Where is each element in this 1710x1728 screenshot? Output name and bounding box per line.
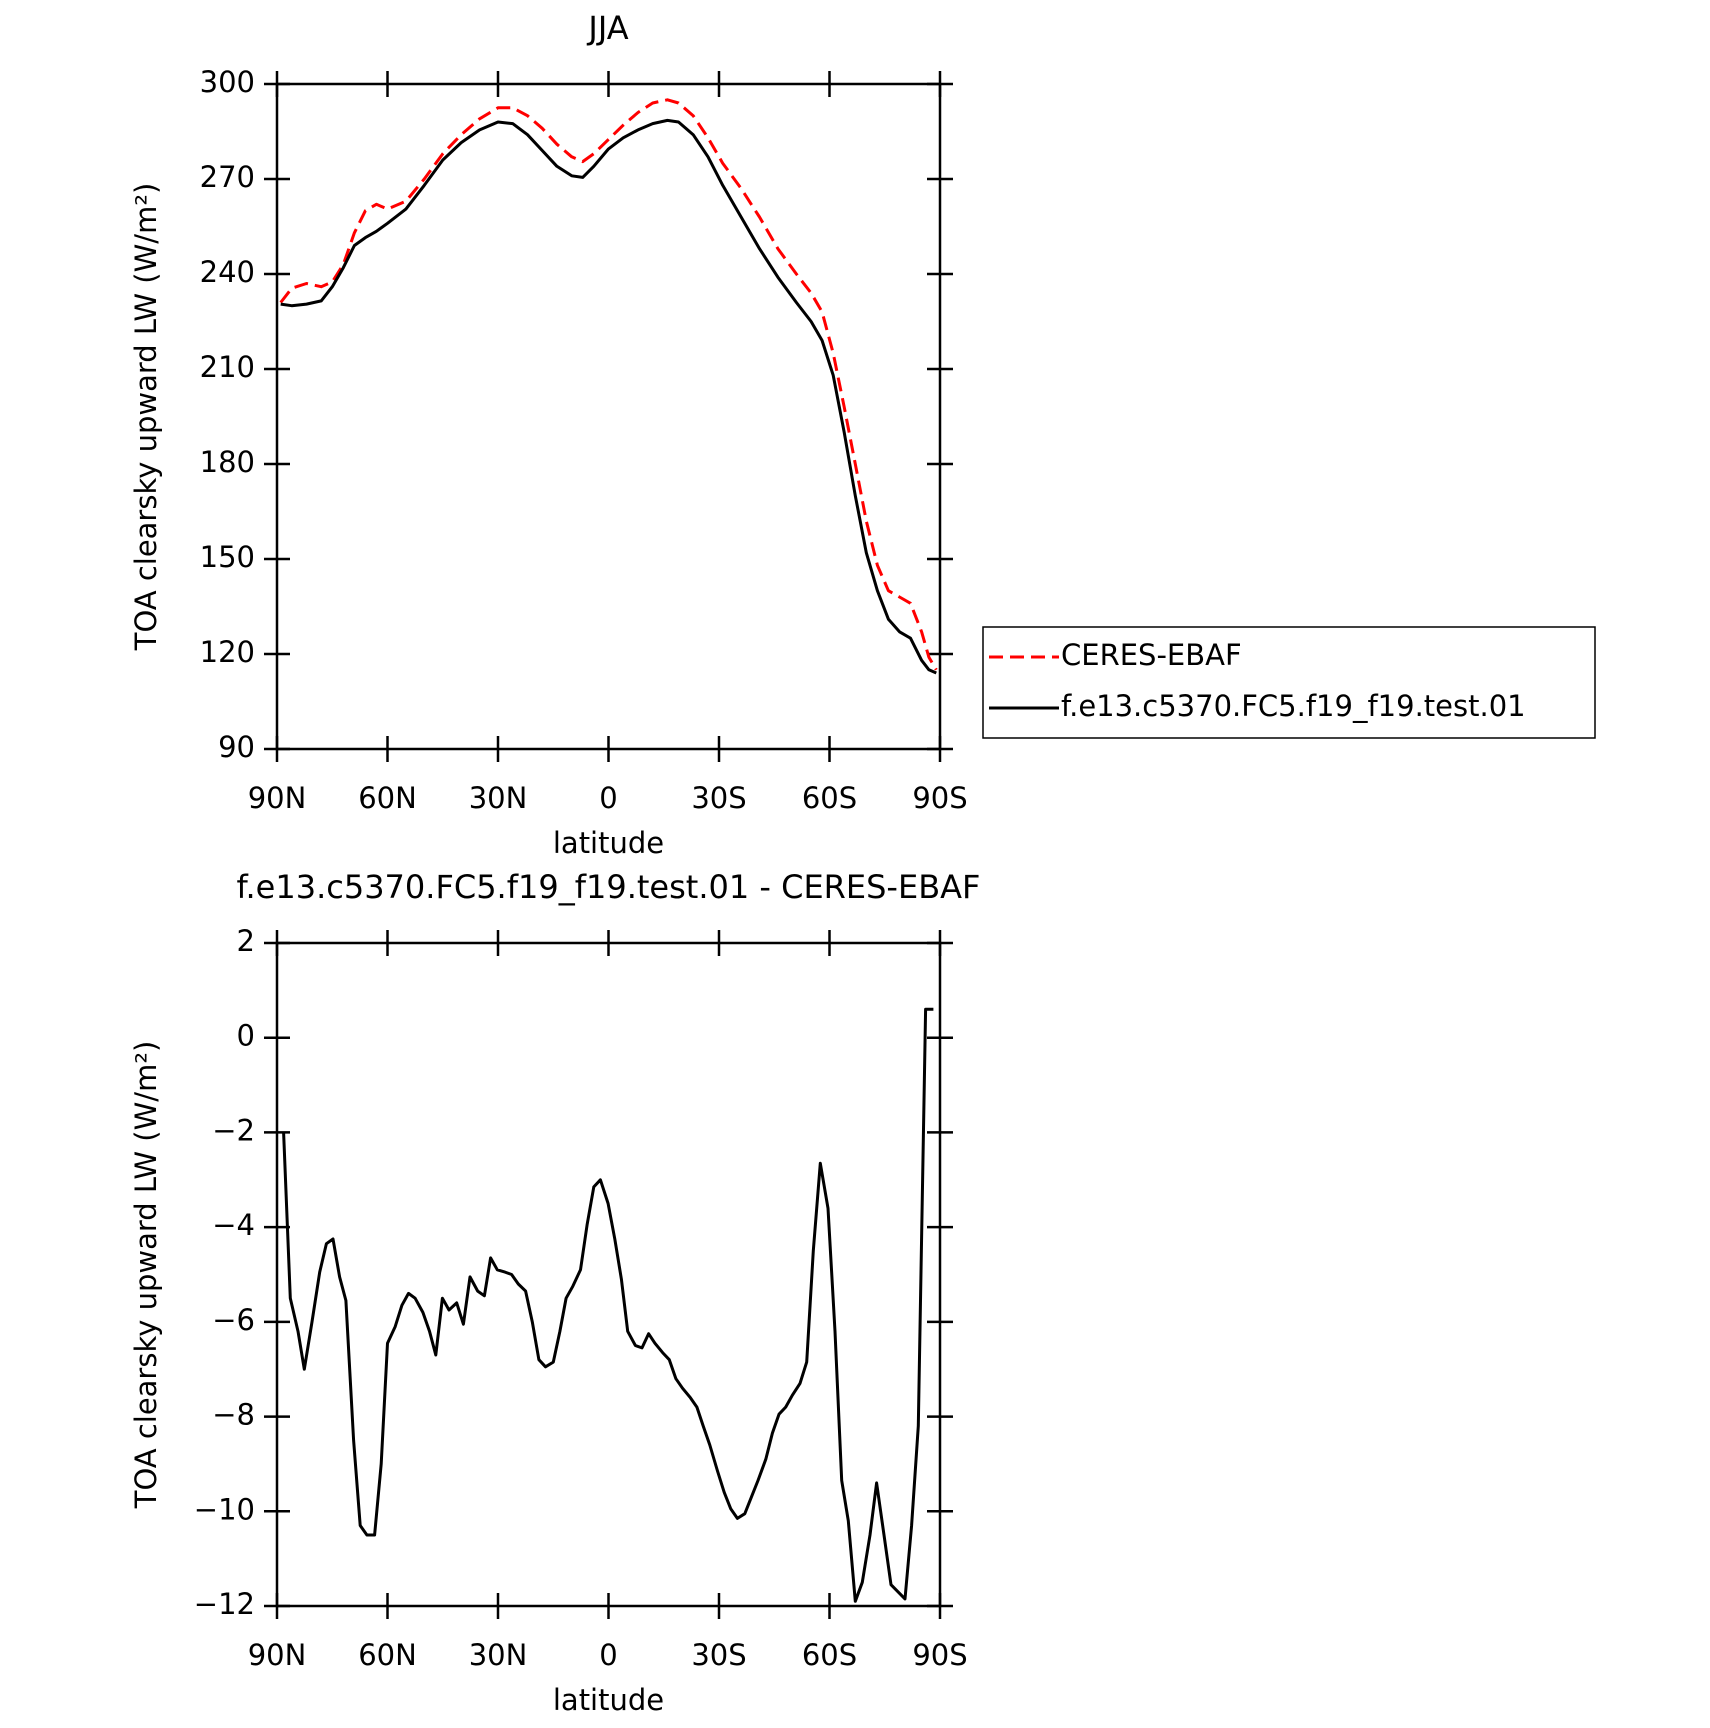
y-tick-label: 240 [200,255,255,289]
x-tick-label: 0 [599,1638,617,1672]
x-tick-label: 30S [691,1638,746,1672]
data-line [279,98,938,671]
y-tick-label: 90 [218,730,255,764]
y-tick-label: −2 [212,1113,255,1147]
x-tick-label: 60S [802,781,857,815]
x-tick-label: 90S [912,781,967,815]
y-tick-label: 0 [237,1019,255,1053]
x-tick-label: 30N [469,781,528,815]
x-tick-label: 60N [358,781,417,815]
x-axis-label: latitude [553,1683,664,1717]
x-tick-label: 90N [248,781,307,815]
data-line [282,1007,934,1603]
y-tick-label: −4 [212,1208,255,1242]
x-tick-label: 0 [599,781,617,815]
x-tick-label: 60S [802,1638,857,1672]
y-tick-label: 2 [237,924,255,958]
x-tick-label: 90S [912,1638,967,1672]
x-tick-label: 60N [358,1638,417,1672]
y-tick-label: 150 [200,540,255,574]
x-axis-label: latitude [553,826,664,860]
x-tick-label: 30N [469,1638,528,1672]
x-tick-label: 30S [691,781,746,815]
y-tick-label: 180 [200,445,255,479]
legend-label: f.e13.c5370.FC5.f19_f19.test.01 [1061,689,1526,723]
y-tick-label: −12 [194,1587,255,1621]
y-tick-label: −6 [212,1303,255,1337]
y-axis-label: TOA clearsky upward LW (W/m²) [129,183,163,652]
y-axis-label: TOA clearsky upward LW (W/m²) [129,1041,163,1510]
data-line [280,118,937,675]
y-tick-label: 120 [200,635,255,669]
y-tick-label: 270 [200,160,255,194]
chart-title: f.e13.c5370.FC5.f19_f19.test.01 - CERES-… [237,868,981,906]
y-tick-label: −10 [194,1492,255,1526]
y-tick-label: −8 [212,1398,255,1432]
y-tick-label: 210 [200,350,255,384]
y-tick-label: 300 [200,65,255,99]
legend-label: CERES-EBAF [1061,638,1242,672]
legend-box [982,626,1596,739]
chart-title: JJA [586,9,628,47]
x-tick-label: 90N [248,1638,307,1672]
